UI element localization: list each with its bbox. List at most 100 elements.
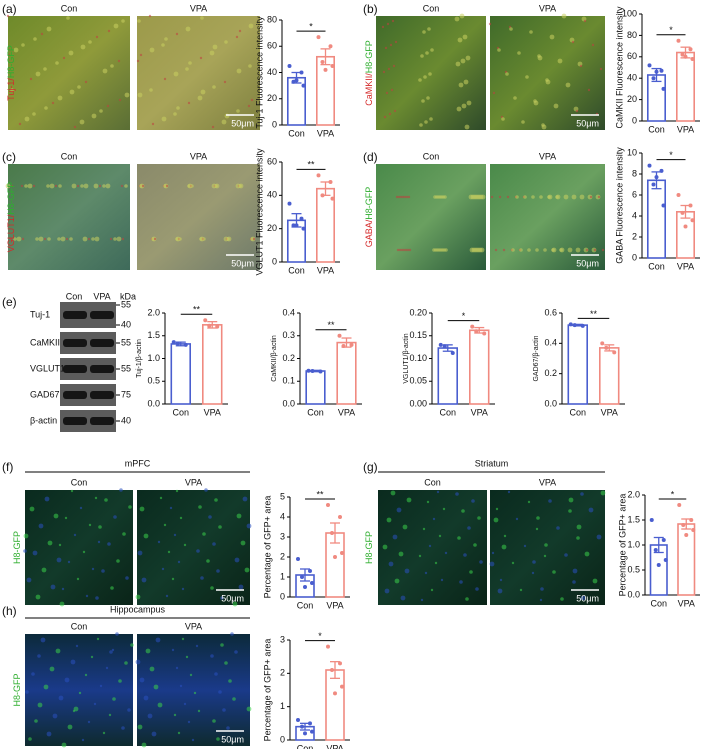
- cell-speck: [101, 569, 105, 573]
- y-tick-label: 0.10: [409, 353, 427, 363]
- cell-speck: [141, 184, 145, 188]
- band-name: Tuj-1: [30, 309, 50, 319]
- data-point: [659, 68, 664, 73]
- cell-speck: [177, 731, 181, 735]
- data-point: [287, 63, 292, 68]
- cell-speck: [426, 96, 430, 100]
- cell-speck: [32, 112, 36, 116]
- cell-speck: [399, 195, 403, 199]
- cell-speck: [600, 490, 606, 496]
- y-tick-label: 20: [627, 94, 637, 104]
- cell-speck: [507, 490, 511, 494]
- data-point: [333, 691, 337, 696]
- y-tick-label: 1.0: [147, 353, 160, 363]
- cell-speck: [403, 195, 407, 199]
- cell-speck: [519, 248, 523, 252]
- cell-speck: [539, 598, 543, 602]
- cell-speck: [60, 236, 66, 242]
- cell-speck: [442, 507, 446, 511]
- data-point: [310, 729, 314, 734]
- cell-speck: [165, 594, 169, 598]
- cell-speck: [18, 122, 22, 126]
- cell-speck: [110, 586, 114, 590]
- cell-speck: [390, 490, 396, 496]
- cell-speck: [430, 588, 434, 592]
- cell-speck: [490, 195, 494, 199]
- y-axis-label: GAD67/β-actin: [533, 335, 540, 381]
- cell-speck: [527, 500, 531, 504]
- cell-speck: [222, 708, 226, 712]
- bar: [675, 51, 695, 122]
- cell-speck: [87, 237, 91, 241]
- cell-speck: [9, 237, 13, 241]
- data-point: [677, 503, 682, 507]
- cell-speck: [35, 594, 41, 600]
- image-label: Con: [71, 477, 88, 487]
- significance-label: **: [316, 489, 324, 499]
- cell-speck: [571, 40, 575, 44]
- cell-speck: [552, 570, 556, 574]
- cell-speck: [551, 247, 557, 253]
- bar: [468, 329, 490, 405]
- blot-band: [90, 365, 114, 373]
- cell-speck: [430, 48, 434, 52]
- y-tick-label: 60: [627, 51, 637, 61]
- cell-speck: [226, 236, 232, 242]
- cell-speck: [143, 695, 149, 701]
- stain-part: /: [364, 73, 374, 76]
- x-tick-label: Con: [297, 600, 314, 610]
- cell-speck: [489, 561, 495, 567]
- cell-speck: [392, 64, 396, 68]
- y-tick-label: 60: [267, 156, 277, 166]
- cell-speck: [568, 497, 574, 503]
- cell-speck: [214, 498, 218, 502]
- cell-speck: [515, 517, 519, 521]
- cell-speck: [61, 742, 67, 748]
- cell-speck: [236, 513, 242, 519]
- cell-speck: [127, 708, 131, 712]
- panel-label: (d): [363, 150, 378, 164]
- x-tick-label: Con: [650, 598, 667, 608]
- cell-speck: [104, 498, 108, 502]
- error-bar: [207, 320, 218, 329]
- marker-label: 40: [121, 319, 131, 329]
- data-point: [303, 585, 307, 589]
- bar: [336, 341, 357, 405]
- data-point: [320, 193, 325, 198]
- blot-strip: [60, 384, 116, 406]
- y-axis-label: GABA Fluorescence intensity: [614, 147, 624, 264]
- cell-speck: [173, 713, 177, 717]
- cell-speck: [513, 96, 517, 100]
- data-point: [306, 368, 311, 373]
- cell-speck: [99, 109, 103, 113]
- cell-speck: [185, 26, 191, 32]
- cell-speck: [210, 586, 214, 590]
- cell-speck: [601, 248, 605, 252]
- significance-label: *: [669, 150, 673, 160]
- cell-speck: [248, 23, 254, 29]
- cell-speck: [10, 184, 14, 188]
- cell-speck: [23, 533, 29, 539]
- cell-speck: [424, 120, 428, 124]
- cell-speck: [199, 56, 203, 60]
- y-tick-label: 20: [267, 93, 277, 103]
- cell-speck: [540, 587, 544, 591]
- cell-speck: [543, 554, 547, 558]
- cell-speck: [423, 75, 427, 79]
- data-point: [310, 369, 315, 374]
- data-point: [661, 203, 666, 208]
- y-tick-label: 5: [280, 491, 285, 501]
- cell-speck: [40, 637, 46, 643]
- cell-speck: [73, 533, 77, 537]
- cell-speck: [429, 117, 433, 121]
- cell-speck: [53, 513, 59, 519]
- cell-speck: [151, 731, 157, 737]
- cell-speck: [110, 64, 114, 68]
- significance-label: *: [669, 25, 673, 35]
- data-point: [691, 528, 696, 532]
- cell-speck: [55, 648, 61, 654]
- y-tick-label: 1: [280, 571, 285, 581]
- band-name: VGLUT1: [30, 363, 65, 373]
- cell-speck: [495, 507, 499, 511]
